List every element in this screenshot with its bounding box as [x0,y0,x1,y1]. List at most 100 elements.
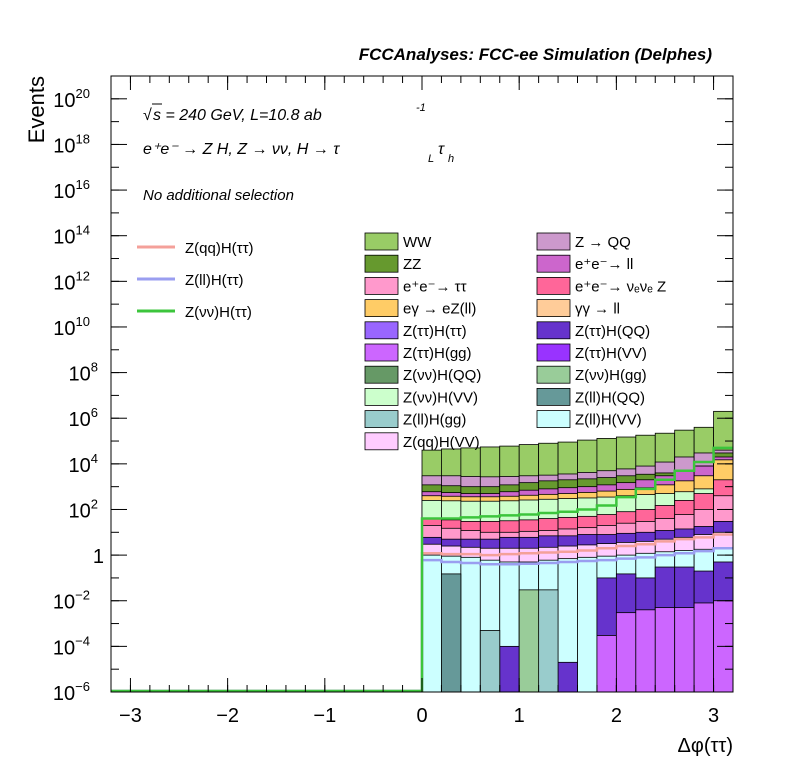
selection-note: No additional selection [143,187,294,204]
y-tick-label: 104 [69,451,98,477]
legend-bkg-swatch [536,343,571,362]
legend-signal: Z(qq)H(ττ) Z(ll)H(ττ) Z(νν)H(ττ) [137,240,254,321]
x-tick-label: 1 [514,705,525,727]
stack-bar-15-9 [596,635,617,693]
y-axis-label: Events [24,76,49,143]
legend-bkg-label: Z(ll)H(QQ) [575,389,645,406]
legend-bkg-label: Z(ττ)H(ττ) [403,323,467,340]
stack-bar-10-2 [460,556,481,693]
legend-bkg-swatch [536,387,571,406]
legend-bkg-label: Z(ττ)H(VV) [575,345,647,362]
process-text: e⁺e⁻ → Z H, Z → νν, H → τ [143,141,340,158]
y-tick-label: 1010 [53,314,90,340]
legend-bkg-swatch [536,276,571,295]
y-tick-label: 1016 [53,177,90,203]
legend-signal-label: Z(qq)H(ττ) [185,240,254,257]
process-sub-h: h [448,153,454,165]
legend-bkg-label: Z(νν)H(gg) [575,367,647,384]
signal-line-0 [111,533,733,693]
y-tick-label: 1020 [53,86,90,112]
legend-bkg-swatch [364,365,399,384]
signal-line-2 [111,446,733,693]
legend-bkg-swatch [536,410,571,429]
y-tick-label: 10−4 [53,633,90,659]
signal-lines [111,446,733,693]
legend-bkg-label: e⁺e⁻→ νₑνₑ Z [575,278,666,295]
y-tick-label: 106 [69,405,98,431]
x-tick-label: 3 [708,705,719,727]
x-tick-label: −3 [119,705,142,727]
legend-bkg-swatch [364,232,399,251]
legend-bkg-label: Z(qq)H(VV) [403,434,480,451]
stack-bar-13-6 [538,589,559,693]
legend-bkg-swatch [364,276,399,295]
y-tick-label: 1012 [53,268,90,294]
energy-annotation: √ s = 240 GeV, L=10.8 ab -1 [143,102,426,124]
legend-signal-label: Z(νν)H(ττ) [185,304,252,321]
y-tick-label: 1014 [53,223,90,249]
stack-bar-10-0 [421,554,442,693]
legend-bkg-swatch [364,299,399,318]
y-tick-label: 1018 [53,131,90,157]
legend-bkg-label: Z(νν)H(VV) [403,389,478,406]
stack-bar-11-1 [441,573,462,693]
axis-ticks [110,76,734,693]
process-tau2: τ [438,141,445,158]
signal-line-1 [111,546,733,693]
x-tick-label: −1 [313,705,336,727]
y-tick-label: 1 [93,546,104,568]
stack-bar-15-10 [615,612,637,693]
stack-bar-15-13 [674,607,695,693]
y-tick-labels: 10−6 10−4 10−21 102 104 106 108 1010 1012 1014 101… [53,86,104,705]
energy-text: s = 240 GeV, L=10.8 ab [153,107,322,124]
legend-bkg-label: Z → QQ [575,234,631,251]
x-tick-labels: −3 −2 −1 0 1 2 3 [119,705,719,727]
legend-bkg-swatch [364,254,399,273]
stack-bar-14-5 [518,589,540,693]
stack-bar-12-4 [499,645,520,693]
energy-exponent: -1 [416,102,426,114]
legend-bkg-label: e⁺e⁻→ ll [575,256,633,273]
legend-bkg-swatch [364,432,399,451]
legend-bkg-label: Z(ll)H(gg) [403,412,466,429]
legend-bkg-label: Z(νν)H(QQ) [403,367,481,384]
legend-bkg-label: e⁺e⁻→ ττ [403,278,467,295]
legend-bkg-swatch [364,410,399,429]
legend-bkg-label: ZZ [403,256,421,273]
legend-bkg-label: Z(ll)H(VV) [575,412,642,429]
legend-bkg-swatch [364,321,399,340]
legend-background: WW Z → QQ ZZ e⁺e⁻→ ll e⁺e⁻→ ττ e⁺e⁻→ νₑνₑ Z eγ… [364,232,666,451]
legend-signal-label: Z(ll)H(ττ) [185,272,244,289]
stack-bar-13-3 [479,630,501,693]
legend-bkg-label: eγ → eZ(ll) [403,301,476,318]
x-tick-label: 0 [416,705,427,727]
legend-bkg-label: γγ → ll [575,301,620,318]
stack-bar-15-14 [693,602,714,693]
x-tick-label: −2 [216,705,239,727]
stack-bar-15-11 [635,609,656,693]
x-tick-label: 2 [611,705,622,727]
y-tick-label: 10−2 [53,588,90,614]
legend-bkg-swatch [364,343,399,362]
y-tick-label: 10−6 [53,679,90,705]
stack-bar-15-12 [654,607,676,693]
legend-bkg-label: Z(ττ)H(gg) [403,345,472,362]
legend-bkg-swatch [364,387,399,406]
stack-bar-12-7 [557,661,578,693]
y-tick-label: 102 [69,496,98,522]
legend-bkg-swatch [536,254,571,273]
stack-bar-10-8 [577,556,598,693]
legend-bkg-label: Z(ττ)H(QQ) [575,323,650,340]
process-sub-L: L [428,153,434,165]
legend-bkg-swatch [536,232,571,251]
chart-title: FCCAnalyses: FCC-ee Simulation (Delphes) [359,45,713,64]
x-axis-label: Δφ(ττ) [678,735,733,757]
legend-bkg-swatch [536,365,571,384]
legend-bkg-label: WW [403,234,432,251]
legend-bkg-swatch [536,321,571,340]
y-tick-label: 108 [69,360,98,386]
sqrt-symbol: √ [143,107,152,124]
legend-bkg-swatch [536,299,571,318]
process-annotation: e⁺e⁻ → Z H, Z → νν, H → τ L τ h [143,141,454,165]
